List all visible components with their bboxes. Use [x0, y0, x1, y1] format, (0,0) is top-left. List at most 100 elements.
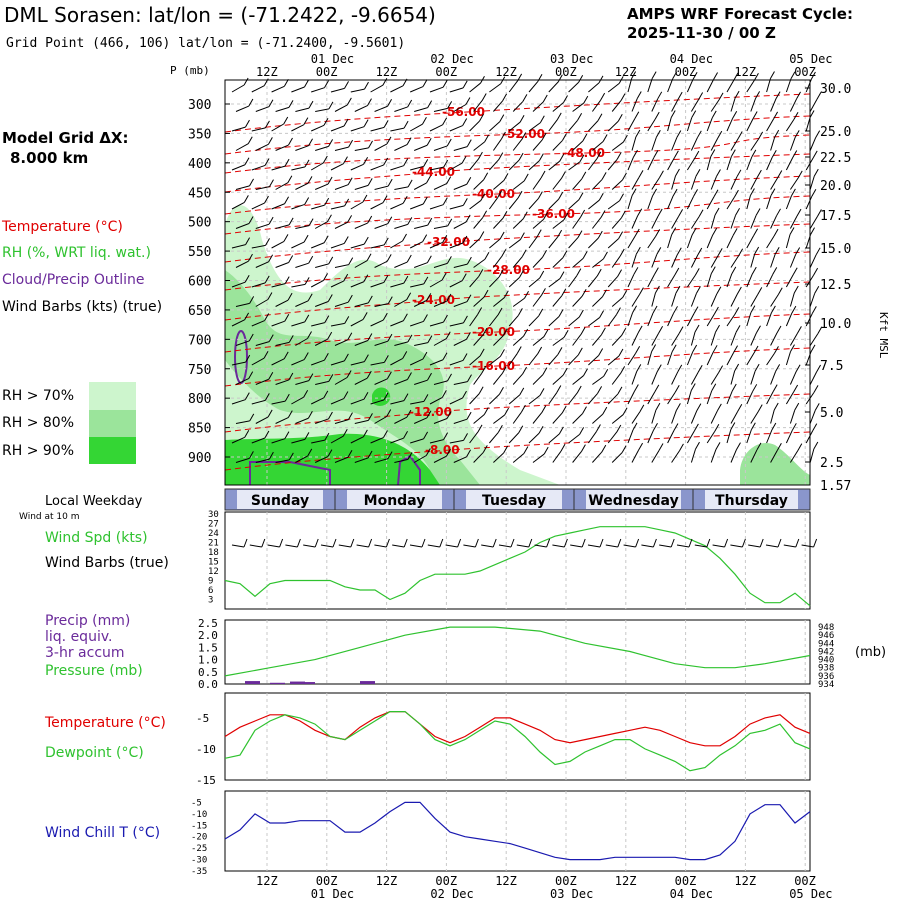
surface-wind-barb	[659, 544, 672, 548]
wind-barb-flag	[284, 313, 290, 322]
wind-barb	[410, 438, 424, 444]
wind-barb	[251, 202, 265, 210]
wind-barb	[275, 417, 289, 424]
wind-barb-flag	[343, 391, 349, 399]
wind-barb-flag	[639, 404, 645, 413]
wind-barb	[275, 106, 290, 112]
wind-barb-flag	[303, 389, 309, 398]
wind-barb-flag	[600, 210, 606, 218]
wind-barb	[251, 399, 266, 405]
bottom-time-tick-label: 12Z	[734, 874, 756, 888]
wind-barb	[433, 338, 447, 346]
wind-barb-flag	[539, 270, 545, 279]
wind-barb	[766, 353, 775, 366]
wind-barb	[354, 302, 369, 307]
wind-barb-flag	[518, 152, 524, 161]
wind-barb-flag	[734, 90, 740, 99]
rh80-swatch	[89, 410, 136, 437]
wind-barb	[311, 87, 325, 93]
wind-barb-flag	[407, 179, 413, 188]
wind-barb-flag	[327, 214, 332, 222]
wind-barb	[726, 118, 734, 132]
temp-tick-label: -5	[196, 712, 209, 725]
wind-barb	[785, 118, 795, 132]
wind-barb	[350, 243, 365, 249]
wind-barb-flag	[407, 372, 412, 380]
wind-tick-label: 9	[208, 577, 213, 587]
wind-barb-flag	[248, 216, 254, 224]
wind-barb-flag	[777, 170, 783, 178]
wind-barb-flag	[268, 334, 274, 342]
wind-barb	[611, 179, 623, 190]
wind-barb-flag	[577, 230, 583, 238]
wind-barb-flag	[638, 442, 644, 451]
weekday-label: Sunday	[251, 493, 309, 509]
wind-barb	[330, 205, 345, 210]
wind-barb-flag	[522, 211, 528, 220]
wind-barb	[746, 352, 755, 366]
temperature-contour-label: -36.00	[532, 207, 575, 221]
wind-barb-flag	[775, 364, 781, 372]
wind-barb-flag	[422, 79, 428, 87]
wind-barb-flag	[698, 92, 704, 100]
wind-barb	[414, 224, 428, 229]
surface-wind-barb	[552, 544, 565, 548]
wind-barb	[706, 430, 716, 444]
time-tick-label: 00Z	[794, 65, 816, 79]
pressure-tick-label: 650	[188, 304, 211, 319]
wind-barb	[512, 139, 523, 151]
wind-barb	[390, 437, 404, 444]
wind-barb-flag	[288, 217, 294, 226]
wind-barb-flag	[443, 314, 448, 323]
wind-barb-flag	[557, 229, 563, 238]
wind-barb-flag	[654, 285, 660, 294]
wind-barb-flag	[580, 209, 586, 218]
wind-barb	[493, 179, 505, 190]
wind-barb-flag	[499, 387, 504, 395]
wind-barb-flag	[671, 227, 677, 235]
wind-barb	[726, 352, 735, 366]
wind-barb-flag	[637, 208, 643, 216]
wind-barb	[275, 459, 290, 463]
wind-barb	[730, 176, 738, 190]
wind-barb	[255, 458, 270, 463]
wind-barb	[291, 86, 305, 93]
wind-barb-flag	[580, 444, 586, 452]
wind-barb-flag	[654, 384, 660, 393]
wind-barb-flag	[698, 209, 704, 218]
bottom-date-tick-label: 02 Dec	[430, 887, 473, 900]
wind-barb	[789, 98, 797, 112]
chill-tick-label: -5	[191, 798, 202, 808]
wind-barb	[354, 222, 368, 229]
wind-barb	[607, 314, 617, 327]
date-tick-label: 04 Dec	[670, 52, 713, 66]
wind-barb	[568, 237, 579, 249]
wind-barb-flag	[383, 430, 388, 438]
wind-barb	[607, 355, 620, 366]
pressure-label: Pressure (mb)	[45, 663, 143, 679]
wind-barb-flag	[755, 91, 761, 99]
wind-barb	[528, 236, 538, 249]
temperature-contour	[224, 313, 811, 353]
wind-barb-flag	[658, 443, 664, 451]
surface-wind-barb-flag	[492, 538, 497, 548]
wind-barb	[710, 332, 717, 346]
wind-barb	[647, 236, 657, 249]
wind-barb	[394, 299, 407, 307]
wind-barb-flag	[657, 91, 663, 100]
surface-wind-barb	[694, 544, 707, 548]
wind-barb	[548, 81, 559, 93]
wind-barb	[370, 319, 384, 327]
wind-barb-flag	[269, 179, 274, 187]
wind-barb-flag	[484, 252, 490, 260]
wind-barb-flag	[522, 366, 528, 375]
wind-barb-flag	[758, 131, 764, 140]
legend-wind: Wind Barbs (kts) (true)	[2, 299, 162, 315]
wind-barb	[809, 371, 818, 385]
surface-wind-barb	[516, 544, 529, 548]
wind-barb-flag	[466, 256, 472, 265]
wind-barb	[730, 332, 737, 346]
wind-barb	[690, 293, 697, 307]
weekday-label: Tuesday	[482, 493, 546, 509]
wind-tick-label: 15	[208, 558, 219, 568]
